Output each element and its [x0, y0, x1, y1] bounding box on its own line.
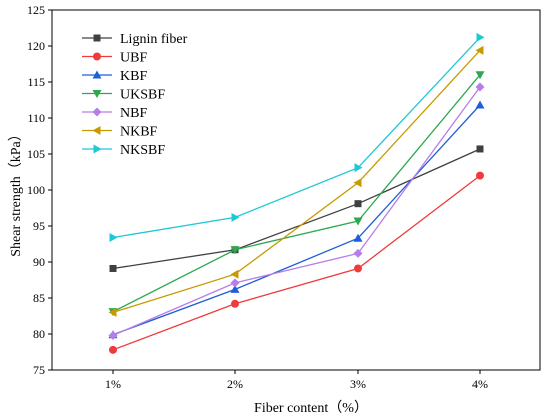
legend-label: UKSBF — [120, 88, 165, 103]
legend-item: UBF — [82, 51, 147, 66]
legend-item: Lignin fiber — [82, 32, 188, 47]
x-tick-label: 1% — [105, 377, 121, 391]
legend-label: NKBF — [120, 125, 158, 140]
series-line — [112, 36, 481, 239]
data-point — [475, 82, 485, 92]
data-point — [475, 100, 485, 109]
data-point — [353, 217, 363, 226]
legend-swatch-marker — [92, 90, 102, 98]
legend-label: Lignin fiber — [120, 32, 188, 47]
x-tick-label: 3% — [350, 377, 366, 391]
x-tick-label: 2% — [227, 377, 243, 391]
y-tick-label: 80 — [33, 327, 45, 341]
y-tick-label: 75 — [33, 363, 45, 377]
legend-item: KBF — [82, 69, 147, 84]
axes: 75 80 85 90 95 100 105 110 115 120 125 1% 2% 3% 4% — [27, 3, 541, 391]
data-point — [109, 345, 117, 354]
data-point — [354, 264, 362, 273]
series-line — [112, 49, 481, 314]
data-point — [108, 307, 117, 317]
data-point — [230, 278, 240, 288]
data-point — [476, 145, 484, 153]
data-point — [353, 233, 363, 242]
series-nbf — [108, 82, 485, 340]
y-tick-label: 95 — [33, 219, 45, 233]
legend-swatch-marker — [93, 144, 102, 154]
series-lignin-fiber — [109, 145, 484, 272]
data-point — [230, 269, 239, 279]
series-line — [112, 86, 481, 336]
y-tick-label: 110 — [27, 111, 45, 125]
y-tick-label: 90 — [33, 255, 45, 269]
legend-item: NKBF — [82, 125, 158, 140]
legend: Lignin fiber UBF KBF UKSBF NBF NKBF NKSBF — [82, 32, 188, 158]
series-line — [112, 148, 481, 270]
legend-swatch-marker — [92, 70, 102, 79]
series-uksbf — [108, 71, 485, 317]
y-tick-label: 100 — [27, 183, 45, 197]
legend-item: NKSBF — [82, 143, 165, 158]
y-tick-label: 105 — [27, 147, 45, 161]
data-point — [108, 330, 118, 340]
legend-label: NKSBF — [120, 143, 165, 158]
legend-swatch-marker — [93, 34, 101, 42]
data-point — [475, 71, 485, 80]
data-point — [476, 171, 484, 180]
series-nksbf — [109, 32, 485, 243]
y-tick-label: 120 — [27, 39, 45, 53]
legend-label: KBF — [120, 69, 147, 84]
data-point — [476, 32, 485, 42]
y-tick-label: 85 — [33, 291, 45, 305]
data-point — [231, 212, 240, 222]
data-point — [231, 299, 239, 308]
legend-label: NBF — [120, 106, 147, 121]
series-line — [112, 104, 481, 336]
series-layer — [108, 32, 485, 354]
data-point — [230, 246, 240, 255]
series-nkbf — [108, 45, 484, 317]
y-tick-label: 125 — [27, 3, 45, 17]
data-point — [109, 264, 117, 272]
legend-label: UBF — [120, 51, 147, 66]
legend-swatch-marker — [92, 107, 102, 117]
legend-item: NBF — [82, 106, 147, 121]
data-point — [230, 284, 240, 293]
series-line — [112, 175, 481, 351]
data-point — [475, 45, 484, 55]
y-axis-title: Shear strength（kPa） — [8, 127, 24, 256]
series-line — [112, 74, 481, 313]
data-point — [354, 163, 363, 173]
legend-swatch-marker — [92, 126, 101, 135]
series-ubf — [109, 171, 484, 354]
data-point — [353, 248, 363, 258]
x-tick-label: 4% — [472, 377, 488, 391]
data-point — [354, 200, 362, 208]
data-point — [109, 233, 118, 243]
legend-item: UKSBF — [82, 88, 165, 103]
data-point — [353, 178, 362, 188]
y-tick-label: 115 — [27, 75, 45, 89]
x-axis-title: Fiber content（%） — [254, 400, 368, 416]
legend-swatch-marker — [93, 52, 101, 61]
